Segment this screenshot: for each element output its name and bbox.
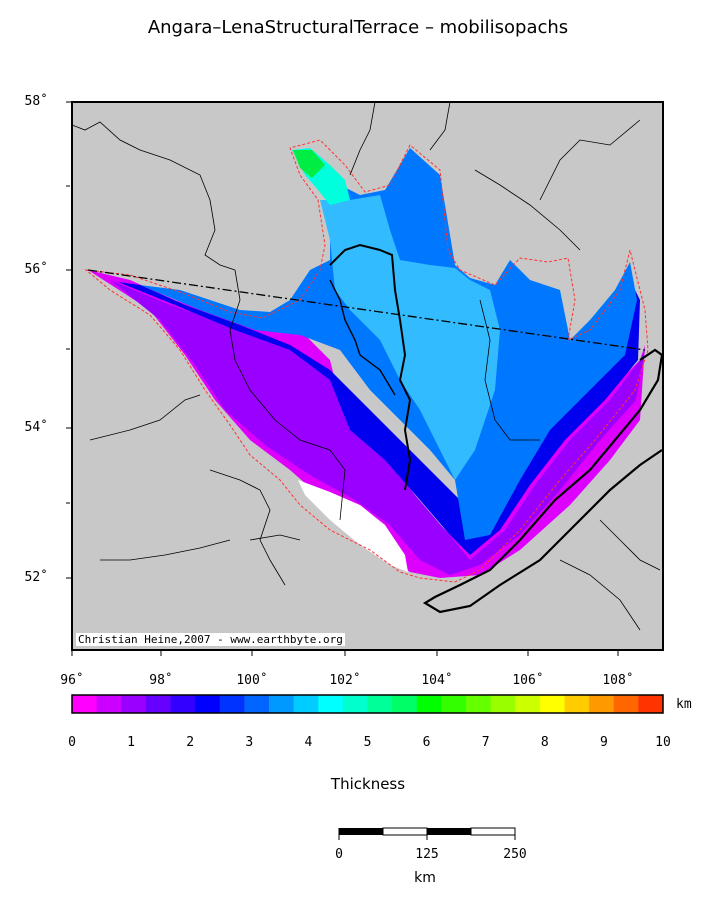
- lon-label-96: 96˚: [60, 673, 84, 688]
- colorbar-swatch: [490, 695, 516, 713]
- colorbar-swatch: [589, 695, 615, 713]
- colorbar-swatch: [416, 695, 442, 713]
- lat-label-52: 52˚: [24, 570, 48, 585]
- scale-bar: [338, 827, 516, 840]
- frame-ticks: [66, 101, 619, 656]
- colorbar-swatch: [392, 695, 418, 713]
- colorbar-swatch: [318, 695, 344, 713]
- profile-line: [87, 269, 646, 351]
- colorbar-tick-label: 6: [422, 735, 431, 750]
- colorbar-swatch: [539, 695, 566, 713]
- scale-unit: km: [414, 870, 436, 886]
- lake-baikal: [422, 348, 664, 614]
- colorbar-swatch: [269, 695, 295, 713]
- colorbar-swatch: [145, 695, 172, 713]
- colorbar-tick-label: 8: [540, 735, 549, 750]
- lon-label-106: 106˚: [512, 673, 544, 688]
- colorbar-swatch: [564, 695, 590, 713]
- lon-label-108: 108˚: [602, 673, 634, 688]
- lon-label-104: 104˚: [421, 673, 453, 688]
- colorbar-tick-label: 2: [186, 735, 195, 750]
- map-frame: [71, 101, 664, 651]
- colorbar-tick-label: 0: [68, 735, 76, 750]
- colorbar-tick-label: 1: [127, 735, 135, 750]
- map-title: Angara–LenaStructuralTerrace – mobilisop…: [147, 17, 569, 38]
- angara-river: [329, 243, 412, 491]
- lat-label-54: 54˚: [24, 420, 48, 435]
- colorbar-swatch: [293, 695, 319, 713]
- colorbar-swatch: [638, 695, 664, 713]
- lon-label-98: 98˚: [149, 673, 173, 688]
- colorbar-swatch: [466, 695, 492, 713]
- colorbar-swatch: [515, 695, 541, 713]
- colorbar-frame: [71, 694, 664, 714]
- colorbar-tick-label: 4: [304, 735, 313, 750]
- colorbar-tick-label: 3: [245, 735, 254, 750]
- isopach-field: [88, 148, 645, 578]
- colorbar-swatch: [367, 695, 393, 713]
- credit-text: Christian Heine,2007 - www.earthbyte.org: [76, 633, 345, 646]
- colorbar-unit: km: [676, 697, 692, 712]
- colorbar-swatch: [170, 695, 196, 713]
- colorbar-tick-label: 7: [481, 735, 490, 750]
- colorbar-swatch: [96, 695, 122, 713]
- colorbar-tick-label: 9: [599, 735, 608, 750]
- basin-outline: [84, 139, 649, 583]
- colorbar: [72, 695, 664, 713]
- colorbar-swatch: [244, 695, 270, 713]
- reservoir: [329, 279, 396, 396]
- lat-label-58: 58˚: [24, 94, 48, 109]
- scale-tick-125: 125: [415, 847, 439, 862]
- boundary-lines: [71, 101, 661, 631]
- scale-tick-250: 250: [503, 847, 527, 862]
- colorbar-swatch: [195, 695, 221, 713]
- colorbar-swatch: [613, 695, 639, 713]
- colorbar-swatch: [342, 695, 369, 713]
- lon-label-100: 100˚: [236, 673, 268, 688]
- colorbar-swatch: [219, 695, 245, 713]
- colorbar-swatch: [121, 695, 147, 713]
- isopach-zone-7km: [293, 150, 325, 178]
- colorbar-swatch: [441, 695, 467, 713]
- colorbar-label: Thickness: [330, 775, 406, 793]
- isopach-zone-magenta: [110, 280, 645, 575]
- colorbar-swatch: [72, 695, 98, 713]
- colorbar-tick-label: 5: [363, 735, 372, 750]
- scale-tick-0: 0: [335, 847, 343, 862]
- lat-label-56: 56˚: [24, 262, 48, 277]
- isopach-zone-4-5km: [320, 195, 500, 480]
- colorbar-tick-label: 10: [655, 735, 671, 750]
- isopach-zone-zero: [298, 480, 408, 572]
- lon-label-102: 102˚: [329, 673, 361, 688]
